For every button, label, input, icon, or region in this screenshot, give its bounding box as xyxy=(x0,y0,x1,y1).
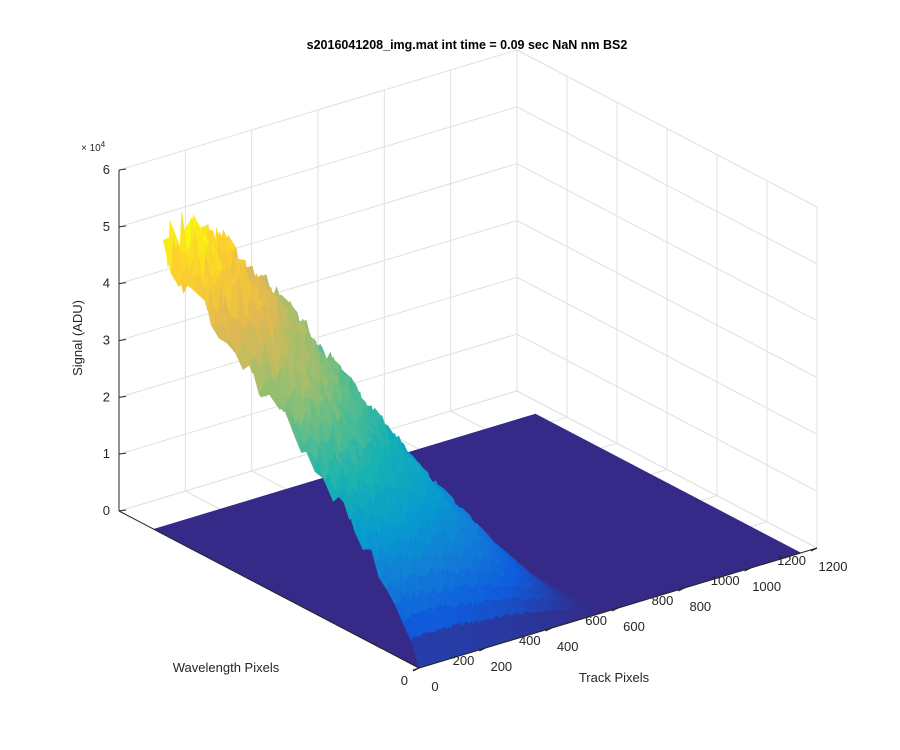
grid-line-z-back-right xyxy=(516,390,818,549)
x-tick-label: 0 xyxy=(431,679,438,694)
grid-line-z-back-right xyxy=(516,333,818,492)
y-tick-mark xyxy=(412,667,420,671)
y-tick-mark xyxy=(545,627,552,631)
y-tick-mark xyxy=(678,587,685,591)
y-tick-mark xyxy=(479,647,486,651)
x-tick-label: 800 xyxy=(689,599,711,614)
z-tick-label: 0 xyxy=(103,503,110,518)
grid-line-z-back-right xyxy=(516,106,818,265)
z-tick-label: 3 xyxy=(103,333,110,348)
z-tick-mark xyxy=(118,509,127,512)
y-tick-label: 1000 xyxy=(711,573,740,588)
y-axis-line xyxy=(118,510,420,669)
z-tick-mark xyxy=(118,395,127,398)
axis-labels: Track Pixels Wavelength Pixels Signal (A… xyxy=(70,140,650,685)
z-tick-label: 2 xyxy=(103,389,110,404)
y-tick-label: 400 xyxy=(519,633,541,648)
z-tick-label: 5 xyxy=(103,219,110,234)
z-tick-mark xyxy=(118,225,127,228)
grid-line-z-back-left xyxy=(118,220,518,341)
z-tick-mark xyxy=(118,168,127,171)
grid-line-z-back-right xyxy=(516,276,818,435)
z-tick-label: 4 xyxy=(103,276,110,291)
z-tick-mark xyxy=(118,452,127,455)
grid-line-z-back-left xyxy=(118,276,518,398)
y-tick-label: 800 xyxy=(652,593,674,608)
y-tick-label: 200 xyxy=(453,653,475,668)
chart-title: s2016041208_img.mat int time = 0.09 sec … xyxy=(307,38,628,52)
x-axis-label: Track Pixels xyxy=(579,670,650,685)
grid-line-z-back-left xyxy=(118,49,518,171)
x-tick-label: 1000 xyxy=(752,579,781,594)
axes: 0200400600800100012000200400600800100012… xyxy=(103,162,848,694)
x-tick-label: 1200 xyxy=(819,559,848,574)
x-tick-label: 600 xyxy=(623,619,645,634)
y-tick-mark xyxy=(744,567,751,571)
x-tick-label: 200 xyxy=(490,659,512,674)
y-tick-mark xyxy=(611,607,619,611)
z-exponent-label: × 104 xyxy=(81,140,106,154)
surface xyxy=(152,211,802,669)
z-tick-label: 1 xyxy=(103,446,110,461)
grid-line-z-back-right xyxy=(516,49,818,208)
y-axis-label: Wavelength Pixels xyxy=(173,660,280,675)
y-tick-label: 1200 xyxy=(777,553,806,568)
grid-line-z-back-right xyxy=(516,163,818,322)
z-tick-mark xyxy=(118,339,127,341)
y-tick-mark xyxy=(810,547,818,551)
grid-line-z-back-left xyxy=(118,106,518,228)
x-tick-label: 400 xyxy=(557,639,579,654)
y-tick-label: 600 xyxy=(585,613,607,628)
grid-line-z-back-right xyxy=(516,220,818,378)
y-tick-label: 0 xyxy=(401,673,408,688)
z-tick-label: 6 xyxy=(103,162,110,177)
z-axis-label: Signal (ADU) xyxy=(70,300,85,376)
z-tick-mark xyxy=(118,282,127,285)
